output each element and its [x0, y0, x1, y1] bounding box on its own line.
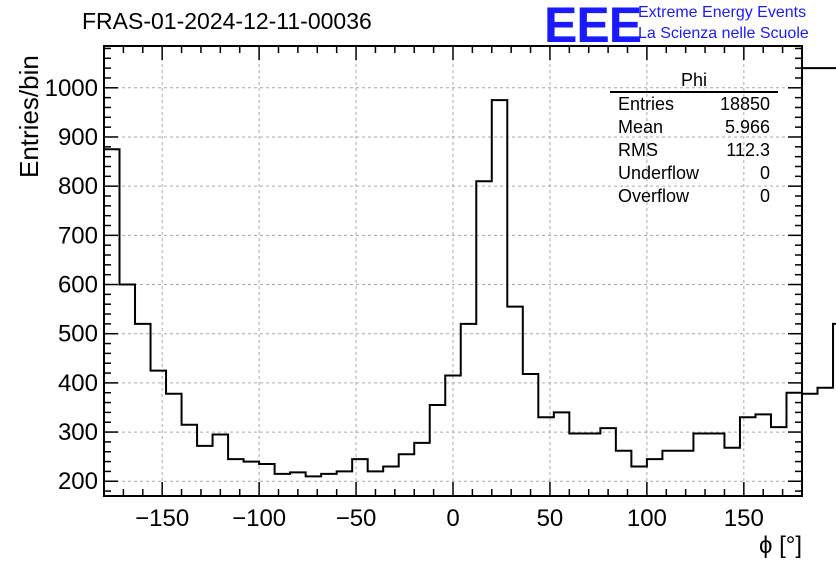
y-tick-label: 400: [58, 370, 98, 397]
stats-label: Mean: [618, 117, 664, 137]
stats-row-overflow: Overflow 0: [610, 185, 778, 208]
logo-line-2: La Scienza nelle Scuole: [638, 25, 809, 42]
y-axis-label: Entries/bin: [14, 55, 44, 178]
histogram-bin: [554, 412, 570, 496]
stats-row-underflow: Underflow 0: [610, 162, 778, 185]
histogram-bin: [507, 307, 523, 496]
histogram-bin: [461, 324, 477, 496]
stats-value: 5.966: [724, 117, 770, 137]
histogram-bin: [585, 434, 601, 496]
stats-title: Phi: [610, 70, 778, 93]
histogram-bin: [120, 285, 136, 496]
histogram-bin: [244, 462, 260, 496]
stats-value: 0: [759, 186, 770, 206]
histogram-bin: [600, 428, 616, 496]
y-tick-label: 1000: [45, 75, 98, 102]
stats-box: Phi Entries 18850 Mean 5.966 RMS 112.3 U…: [610, 70, 778, 208]
histogram-bin: [383, 466, 399, 496]
chart-title: FRAS-01-2024-12-11-00036: [82, 8, 372, 34]
stats-value: 112.3: [726, 140, 770, 160]
histogram-bin: [399, 454, 415, 496]
histogram-bin: [275, 474, 291, 496]
eee-logo: EEE: [544, 0, 642, 53]
histogram-bin: [290, 472, 306, 496]
stats-row-entries: Entries 18850: [610, 93, 778, 116]
histogram-bin: [678, 451, 694, 496]
histogram-bin: [523, 374, 539, 496]
y-tick-label: 200: [58, 468, 98, 495]
x-tick-label: 150: [724, 505, 764, 532]
histogram-bin: [414, 443, 430, 496]
y-tick-label: 900: [58, 124, 98, 151]
stats-row-mean: Mean 5.966: [610, 116, 778, 139]
histogram-bin: [135, 324, 151, 496]
histogram-bin: [802, 394, 818, 496]
histogram-bin: [740, 417, 756, 496]
x-tick-label: 100: [627, 505, 667, 532]
logo-line-1: Extreme Energy Events: [638, 4, 807, 21]
histogram-bin: [197, 446, 213, 496]
histogram-bin: [213, 435, 229, 496]
histogram-bin: [104, 149, 120, 496]
stats-label: Underflow: [618, 163, 700, 183]
histogram-bin: [352, 459, 368, 496]
histogram-bin: [662, 451, 678, 496]
x-tick-label: 50: [537, 505, 564, 532]
histogram-bin: [755, 414, 771, 496]
x-tick-label: −50: [336, 505, 377, 532]
histogram-bin: [616, 451, 632, 496]
stats-value: 18850: [719, 94, 770, 114]
stats-label: RMS: [618, 140, 658, 160]
y-tick-label: 600: [58, 272, 98, 299]
plot-frame: [103, 45, 803, 497]
histogram-bin: [166, 394, 182, 496]
stats-label: Overflow: [618, 186, 690, 206]
y-tick-label: 700: [58, 222, 98, 249]
histogram-bin: [368, 471, 384, 496]
y-tick-label: 800: [58, 173, 98, 200]
histogram-bin: [228, 459, 244, 496]
histogram-bin: [445, 376, 461, 496]
histogram-bin: [818, 388, 834, 496]
histogram-bin: [786, 393, 802, 496]
histogram-bin: [709, 434, 725, 496]
x-tick-label: 0: [446, 505, 459, 532]
histogram-bin: [306, 476, 322, 496]
histogram-bin: [693, 434, 709, 496]
histogram-bin: [631, 466, 647, 496]
stats-row-rms: RMS 112.3: [610, 139, 778, 162]
histogram-bin: [321, 474, 337, 496]
y-tick-label: 300: [58, 419, 98, 446]
histogram-bin: [771, 427, 787, 496]
x-axis-label: ϕ [°]: [758, 532, 802, 559]
x-tick-label: −100: [232, 505, 286, 532]
histogram-bin: [492, 100, 508, 496]
histogram-bin: [476, 181, 492, 496]
histogram-bin: [259, 464, 275, 496]
stats-value: 0: [759, 163, 770, 183]
histogram-bin: [337, 471, 353, 496]
histogram-bin: [430, 405, 446, 496]
histogram-line: [104, 67, 836, 478]
x-tick-label: −150: [135, 505, 189, 532]
histogram-bin: [647, 459, 663, 496]
histogram-bin: [151, 371, 167, 496]
y-tick-label: 500: [58, 321, 98, 348]
histogram-bin: [724, 448, 740, 496]
histogram-bin: [538, 417, 554, 496]
stats-label: Entries: [618, 94, 675, 114]
histogram-bin: [569, 434, 585, 496]
histogram-bin: [182, 425, 198, 496]
